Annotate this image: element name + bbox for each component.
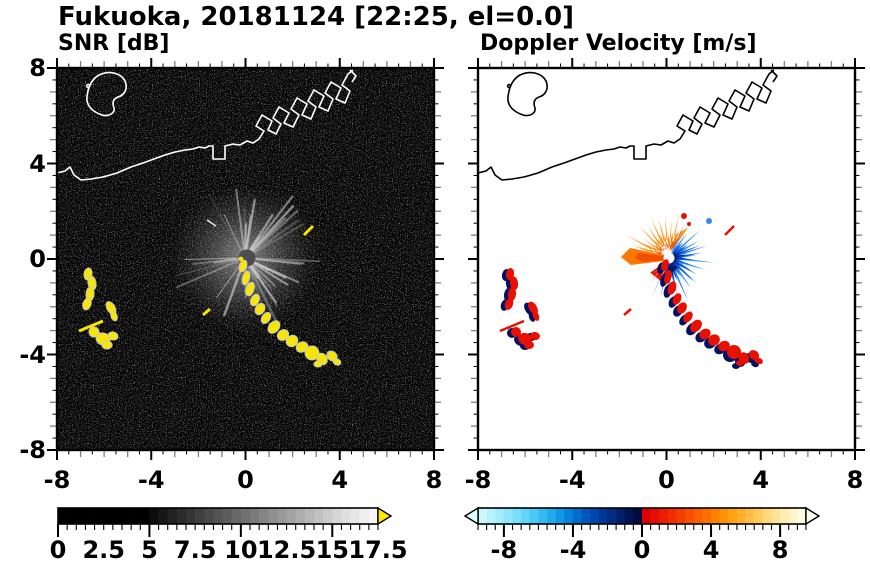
snr-panel-title: SNR [dB]	[58, 31, 170, 56]
doppler-colorbar-tick-label: 4	[702, 536, 720, 564]
doppler-panel-title: Doppler Velocity [m/s]	[480, 31, 757, 56]
doppler-colorbar-tick-label: -4	[559, 536, 587, 564]
doppler-colorbar-tick-label: 8	[771, 536, 789, 564]
y-tick-label: 8	[29, 54, 46, 82]
snr-colorbar	[57, 506, 393, 537]
snr-colorbar-tick-label: 5	[141, 536, 158, 564]
doppler-colorbar	[463, 506, 821, 537]
x-tick-label: 8	[846, 466, 864, 494]
doppler-colorbar-tick-label: 0	[633, 536, 651, 564]
x-tick-label: -8	[464, 466, 492, 494]
snr-colorbar-tick-label: 12.5	[256, 536, 317, 564]
x-tick-label: 4	[331, 466, 349, 494]
snr-colorbar-tick-label: 7.5	[173, 536, 217, 564]
x-tick-label: 4	[752, 466, 770, 494]
y-tick-label: 0	[29, 245, 46, 273]
doppler-colorbar-tick-label: -8	[490, 536, 518, 564]
x-tick-label: -4	[137, 466, 165, 494]
figure-title: Fukuoka, 20181124 [22:25, el=0.0]	[58, 2, 575, 32]
snr-map	[47, 58, 444, 460]
snr-colorbar-tick-label: 2.5	[82, 536, 125, 564]
x-tick-label: -8	[43, 466, 71, 494]
y-tick-label: -8	[19, 436, 46, 464]
snr-colorbar-tick-label: 10	[224, 536, 258, 564]
snr-colorbar-tick-label: 17.5	[348, 536, 408, 564]
x-tick-label: -4	[558, 466, 586, 494]
y-tick-label: 4	[29, 149, 46, 178]
snr-colorbar-tick-label: 15	[315, 536, 349, 564]
x-tick-label: 0	[658, 466, 675, 494]
doppler-map	[468, 58, 865, 460]
x-tick-label: 8	[425, 466, 443, 494]
snr-colorbar-tick-label: 0	[49, 536, 67, 564]
y-tick-label: -4	[19, 340, 46, 369]
x-tick-label: 0	[237, 466, 254, 494]
